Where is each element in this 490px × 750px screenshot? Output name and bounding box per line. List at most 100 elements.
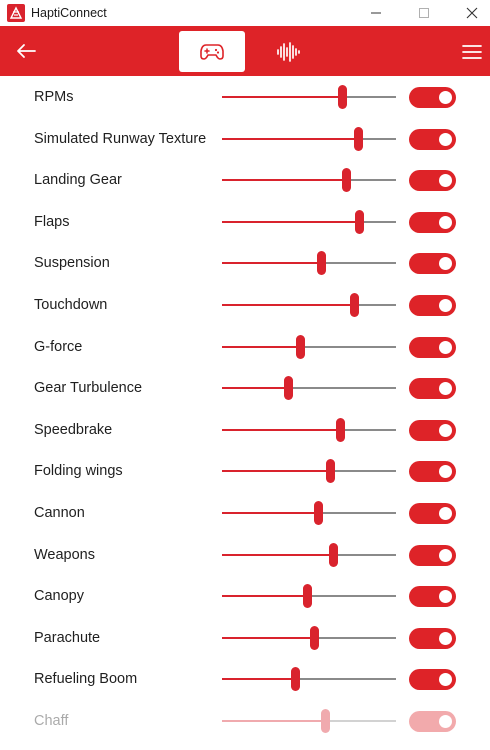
effect-row: Cannon: [0, 493, 490, 534]
slider-fill: [222, 304, 354, 306]
effect-label: Canopy: [34, 588, 84, 605]
slider-fill: [222, 387, 288, 390]
slider-track: [222, 678, 396, 681]
slider-thumb[interactable]: [350, 293, 359, 317]
effect-toggle[interactable]: [409, 170, 456, 192]
slider-thumb[interactable]: [342, 168, 351, 193]
slider-thumb[interactable]: [338, 85, 347, 109]
effect-label: Parachute: [34, 629, 101, 646]
effect-row: RPMs: [0, 77, 490, 118]
toggle-knob: [439, 590, 452, 604]
back-button[interactable]: [10, 36, 42, 66]
maximize-button[interactable]: [400, 0, 448, 26]
toggle-knob: [439, 340, 452, 354]
effect-intensity-slider[interactable]: [222, 667, 396, 692]
slider-fill: [222, 595, 307, 598]
effect-toggle[interactable]: [409, 544, 456, 566]
effect-toggle[interactable]: [409, 87, 456, 108]
effect-toggle[interactable]: [409, 627, 456, 649]
effect-row: Touchdown: [0, 285, 490, 326]
effect-toggle[interactable]: [409, 503, 456, 524]
effect-row: Weapons: [0, 535, 490, 576]
app-logo-icon: [7, 4, 25, 22]
effect-row: G-force: [0, 327, 490, 368]
effect-intensity-slider[interactable]: [222, 584, 396, 609]
effect-label: Landing Gear: [34, 172, 122, 189]
effect-intensity-slider[interactable]: [222, 376, 396, 401]
window-title: HaptiConnect: [31, 6, 107, 20]
slider-thumb[interactable]: [336, 417, 345, 442]
slider-thumb[interactable]: [284, 376, 293, 401]
toggle-knob: [439, 382, 452, 396]
effect-toggle[interactable]: [409, 586, 456, 608]
effect-intensity-slider[interactable]: [222, 85, 396, 109]
slider-fill: [222, 512, 318, 514]
slider-fill: [222, 678, 295, 681]
effect-label: G-force: [34, 338, 83, 355]
effect-toggle[interactable]: [409, 669, 456, 691]
slider-thumb[interactable]: [354, 126, 363, 151]
menu-button[interactable]: [458, 38, 486, 66]
slider-fill: [222, 636, 314, 639]
effect-row: Landing Gear: [0, 160, 490, 201]
effect-intensity-slider[interactable]: [222, 126, 396, 151]
slider-fill: [222, 345, 300, 348]
effect-toggle[interactable]: [409, 128, 456, 150]
toggle-knob: [439, 548, 452, 562]
effect-intensity-slider[interactable]: [222, 417, 396, 442]
slider-thumb[interactable]: [326, 459, 335, 484]
effect-label: Gear Turbulence: [34, 380, 143, 397]
toggle-knob: [439, 174, 452, 188]
effect-intensity-slider[interactable]: [222, 334, 396, 359]
effect-toggle[interactable]: [409, 419, 456, 441]
effect-intensity-slider[interactable]: [222, 168, 396, 193]
effect-intensity-slider[interactable]: [222, 625, 396, 650]
slider-thumb[interactable]: [314, 501, 323, 525]
effect-row: Folding wings: [0, 451, 490, 492]
effect-intensity-slider[interactable]: [222, 709, 396, 733]
slider-thumb[interactable]: [317, 251, 326, 276]
effect-label: RPMs: [34, 89, 74, 105]
slider-fill: [222, 96, 342, 98]
close-button[interactable]: [448, 0, 490, 26]
toggle-knob: [439, 715, 452, 728]
effect-label: Simulated Runway Texture: [34, 130, 207, 147]
minimize-button[interactable]: [352, 0, 400, 26]
slider-fill: [222, 428, 340, 431]
slider-thumb[interactable]: [296, 334, 305, 359]
effect-toggle[interactable]: [409, 336, 456, 358]
effect-row: Suspension: [0, 243, 490, 284]
toggle-knob: [439, 215, 452, 229]
effect-toggle[interactable]: [409, 378, 456, 400]
arrow-left-icon: [17, 44, 36, 58]
slider-thumb[interactable]: [303, 584, 312, 609]
effect-label: Suspension: [34, 255, 110, 272]
slider-fill: [222, 220, 359, 223]
effect-toggle[interactable]: [409, 295, 456, 316]
waveform-icon: [277, 41, 300, 62]
effect-intensity-slider[interactable]: [222, 293, 396, 317]
effect-intensity-slider[interactable]: [222, 542, 396, 567]
effect-toggle[interactable]: [409, 253, 456, 275]
slider-fill: [222, 470, 330, 473]
effect-row: Parachute: [0, 618, 490, 659]
effect-intensity-slider[interactable]: [222, 501, 396, 525]
toggle-knob: [439, 299, 452, 312]
slider-thumb[interactable]: [310, 625, 319, 650]
effect-label: Touchdown: [34, 297, 108, 313]
effect-intensity-slider[interactable]: [222, 459, 396, 484]
slider-thumb[interactable]: [321, 709, 330, 733]
effect-intensity-slider[interactable]: [222, 209, 396, 234]
effect-toggle[interactable]: [409, 211, 456, 233]
slider-thumb[interactable]: [329, 542, 338, 567]
slider-thumb[interactable]: [355, 209, 364, 234]
effect-toggle[interactable]: [409, 711, 456, 732]
effect-intensity-slider[interactable]: [222, 251, 396, 276]
effect-toggle[interactable]: [409, 461, 456, 483]
slider-fill: [222, 720, 325, 722]
tab-games[interactable]: [179, 31, 245, 72]
slider-thumb[interactable]: [291, 667, 300, 692]
effect-row: Speedbrake: [0, 410, 490, 451]
hamburger-menu-icon: [462, 45, 482, 59]
tab-audio[interactable]: [266, 31, 310, 72]
